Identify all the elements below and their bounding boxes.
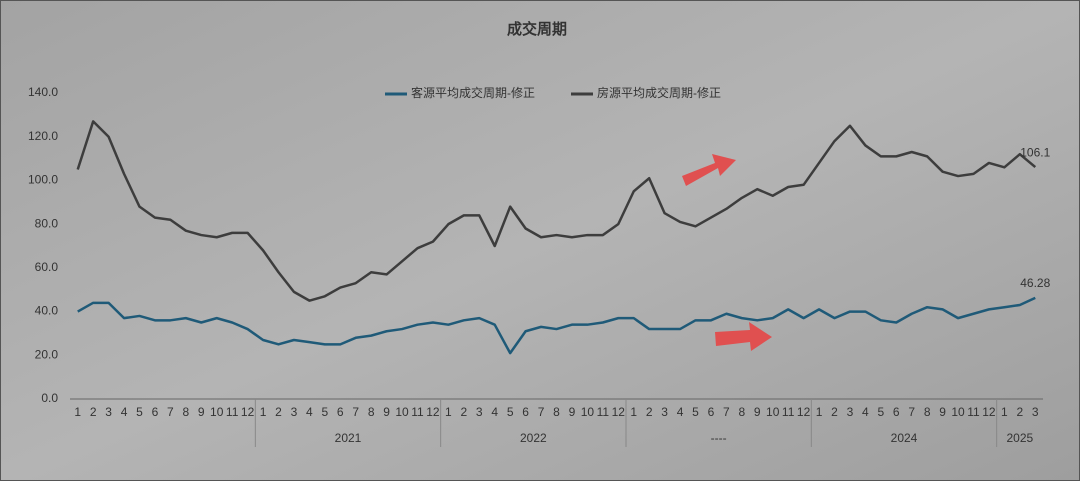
y-tick-label: 120.0 bbox=[28, 129, 58, 143]
x-tick-label: 8 bbox=[553, 405, 560, 419]
x-group-label: ---- bbox=[711, 431, 727, 445]
x-tick-label: 5 bbox=[877, 405, 884, 419]
x-tick-label: 4 bbox=[306, 405, 313, 419]
x-tick-label: 10 bbox=[210, 405, 224, 419]
x-tick-label: 2 bbox=[646, 405, 653, 419]
line-series bbox=[77, 296, 1036, 355]
x-tick-label: 12 bbox=[241, 405, 255, 419]
x-tick-label: 8 bbox=[182, 405, 189, 419]
arrow bbox=[715, 322, 772, 351]
arrow bbox=[682, 154, 736, 186]
x-tick-label: 5 bbox=[507, 405, 514, 419]
x-tick-label: 1 bbox=[260, 405, 267, 419]
x-tick-label: 4 bbox=[862, 405, 869, 419]
x-tick-label: 8 bbox=[368, 405, 375, 419]
x-tick-label: 9 bbox=[754, 405, 761, 419]
x-tick-label: 1 bbox=[445, 405, 452, 419]
x-tick-label: 10 bbox=[395, 405, 409, 419]
x-tick-label: 2 bbox=[831, 405, 838, 419]
x-tick-label: 12 bbox=[426, 405, 440, 419]
x-tick-label: 8 bbox=[738, 405, 745, 419]
x-tick-label: 10 bbox=[951, 405, 965, 419]
x-tick-label: 3 bbox=[847, 405, 854, 419]
x-tick-label: 3 bbox=[291, 405, 298, 419]
x-tick-label: 6 bbox=[893, 405, 900, 419]
x-tick-label: 4 bbox=[677, 405, 684, 419]
x-tick-label: 8 bbox=[924, 405, 931, 419]
x-tick-label: 3 bbox=[105, 405, 112, 419]
x-tick-label: 4 bbox=[491, 405, 498, 419]
x-tick-label: 7 bbox=[352, 405, 359, 419]
x-tick-label: 10 bbox=[766, 405, 780, 419]
legend-label: 房源平均成交周期-修正 bbox=[597, 85, 721, 100]
legend-label: 客源平均成交周期-修正 bbox=[411, 85, 535, 100]
data-label: 106.1 bbox=[1020, 145, 1050, 159]
x-tick-label: 7 bbox=[723, 405, 730, 419]
x-tick-label: 12 bbox=[982, 405, 996, 419]
x-tick-label: 6 bbox=[708, 405, 715, 419]
y-tick-label: 100.0 bbox=[28, 173, 58, 187]
x-group-label: 2025 bbox=[1006, 431, 1033, 445]
data-label: 46.28 bbox=[1020, 276, 1050, 290]
x-tick-label: 1 bbox=[74, 405, 81, 419]
x-tick-label: 2 bbox=[90, 405, 97, 419]
x-tick-label: 2 bbox=[1016, 405, 1023, 419]
x-tick-label: 4 bbox=[121, 405, 128, 419]
x-group-label: 2022 bbox=[520, 431, 547, 445]
x-tick-label: 12 bbox=[797, 405, 811, 419]
x-tick-label: 11 bbox=[411, 405, 424, 419]
y-tick-label: 20.0 bbox=[35, 347, 59, 361]
y-tick-label: 80.0 bbox=[35, 216, 59, 230]
x-tick-label: 11 bbox=[782, 405, 795, 419]
line-series bbox=[76, 120, 1037, 302]
x-tick-label: 7 bbox=[538, 405, 545, 419]
x-tick-label: 3 bbox=[661, 405, 668, 419]
x-tick-label: 10 bbox=[581, 405, 595, 419]
x-tick-label: 6 bbox=[522, 405, 529, 419]
x-tick-label: 3 bbox=[1032, 405, 1039, 419]
x-tick-label: 6 bbox=[337, 405, 344, 419]
x-tick-label: 9 bbox=[939, 405, 946, 419]
x-tick-label: 2 bbox=[460, 405, 467, 419]
x-tick-label: 1 bbox=[1001, 405, 1008, 419]
x-tick-label: 1 bbox=[816, 405, 823, 419]
y-tick-label: 60.0 bbox=[35, 260, 59, 274]
chart-title: 成交周期 bbox=[507, 20, 567, 38]
y-tick-label: 0.0 bbox=[41, 391, 58, 405]
x-tick-label: 11 bbox=[597, 405, 610, 419]
x-tick-label: 11 bbox=[226, 405, 239, 419]
x-tick-label: 11 bbox=[967, 405, 980, 419]
x-tick-label: 6 bbox=[152, 405, 159, 419]
x-tick-label: 5 bbox=[136, 405, 143, 419]
x-tick-label: 5 bbox=[692, 405, 699, 419]
x-group-label: 2021 bbox=[335, 431, 362, 445]
x-tick-label: 7 bbox=[908, 405, 915, 419]
x-tick-label: 12 bbox=[612, 405, 626, 419]
y-tick-label: 40.0 bbox=[35, 304, 59, 318]
y-tick-label: 140.0 bbox=[28, 85, 58, 99]
x-tick-label: 3 bbox=[476, 405, 483, 419]
x-tick-label: 1 bbox=[630, 405, 637, 419]
x-tick-label: 9 bbox=[383, 405, 390, 419]
x-tick-label: 5 bbox=[321, 405, 328, 419]
x-tick-label: 9 bbox=[569, 405, 576, 419]
x-tick-label: 9 bbox=[198, 405, 205, 419]
x-tick-label: 7 bbox=[167, 405, 174, 419]
x-group-label: 2024 bbox=[891, 431, 918, 445]
x-tick-label: 2 bbox=[275, 405, 282, 419]
